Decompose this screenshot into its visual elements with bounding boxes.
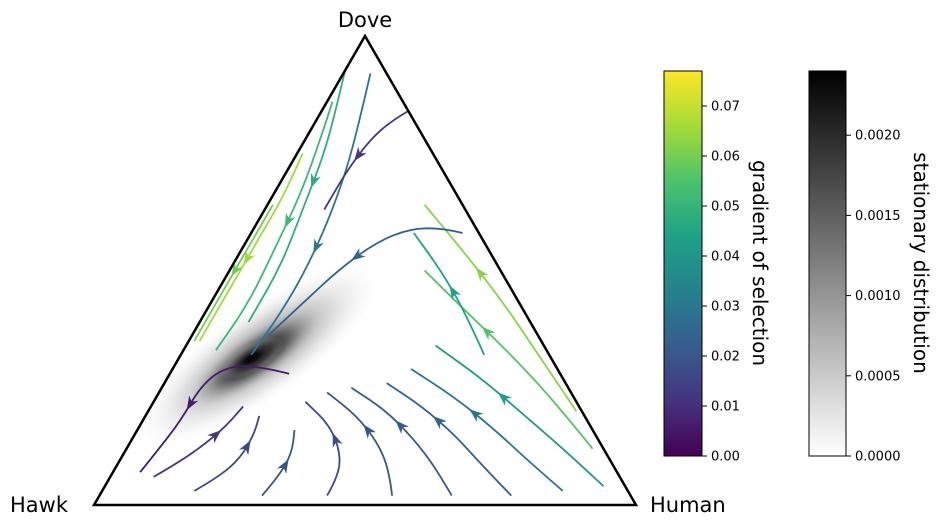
cb2ticks-label-1: 0.0005 <box>855 369 901 384</box>
streamline-9 <box>434 344 605 487</box>
streamline-5 <box>326 391 393 496</box>
cb2ticks-label-3: 0.0015 <box>855 209 901 224</box>
cb1ticks-label-2: 0.02 <box>711 350 740 365</box>
streamline-arrow-9 <box>497 392 512 406</box>
streamline-1 <box>153 405 244 478</box>
vertex-label-top: Dove <box>338 8 392 32</box>
streamline-arrow-4 <box>332 432 343 448</box>
cb1ticks-label-6: 0.06 <box>711 150 740 165</box>
streamline-14 <box>250 73 372 356</box>
cb1ticks-label-1: 0.01 <box>711 400 740 415</box>
streamline-arrow-18 <box>231 261 243 277</box>
streamline-19 <box>323 110 409 210</box>
cb2ticks-label-0: 0.0000 <box>855 450 901 465</box>
streamline-arrow-14 <box>313 238 324 254</box>
streamline-arrow-0 <box>186 395 199 411</box>
streamline-6 <box>350 387 453 497</box>
vertex-label-right: Human <box>650 493 726 517</box>
colorbar-gradient: 0.00 0.01 0.02 0.03 0.04 0.05 0.06 0.07 gradien… <box>663 70 772 465</box>
streamline-17 <box>198 152 304 342</box>
streamline-arrow-3 <box>277 459 289 474</box>
cb1ticks-label-4: 0.04 <box>711 250 740 265</box>
colorbar-gradient-label: gradient of selection <box>748 160 772 366</box>
vertex-label-left: Hawk <box>10 493 69 517</box>
colorbar-stationary-label: stationary distribution <box>909 152 933 373</box>
cb1ticks-label-7: 0.07 <box>711 100 740 115</box>
streamline-2 <box>193 415 261 492</box>
streamline-arrows <box>186 146 512 474</box>
cb2ticks-label-4: 0.0020 <box>855 129 901 144</box>
streamline-arrow-17 <box>243 250 256 265</box>
streamline-arrow-2 <box>239 440 251 456</box>
colorbar-gradient-bar <box>663 70 703 457</box>
streamline-arrow-15 <box>311 173 321 188</box>
streamline-3 <box>261 429 296 497</box>
streamline-11 <box>423 204 578 412</box>
colorbar-stationary: 0.0000 0.0005 0.0010 0.0015 0.0020 stationar… <box>808 70 933 465</box>
stationary-distribution-cloud <box>132 260 384 450</box>
streamline-arrow-12 <box>449 285 462 301</box>
colorbar-stationary-bar <box>808 70 847 457</box>
streamline-arrow-8 <box>469 409 484 422</box>
streamline-arrow-1 <box>207 430 222 444</box>
streamline-7 <box>386 382 512 497</box>
cb2ticks-label-2: 0.0010 <box>855 289 901 304</box>
cb1ticks-label-3: 0.03 <box>711 300 740 315</box>
streamline-arrow-5 <box>363 424 377 439</box>
streamline-13 <box>266 227 463 337</box>
cb1ticks-label-0: 0.00 <box>711 450 740 465</box>
colorbar-gradient-ticks: 0.00 0.01 0.02 0.03 0.04 0.05 0.06 0.07 <box>702 100 740 465</box>
streamline-arrow-7 <box>432 416 447 430</box>
streamline-0 <box>139 365 290 473</box>
streamline-arrow-6 <box>395 420 409 434</box>
cb1ticks-label-5: 0.05 <box>711 200 740 215</box>
streamline-arrow-16 <box>284 212 296 228</box>
colorbar-stationary-ticks: 0.0000 0.0005 0.0010 0.0015 0.0020 <box>846 129 901 465</box>
streamline-8 <box>410 368 564 492</box>
streamline-arrow-10 <box>481 326 496 341</box>
streamlines <box>139 54 605 497</box>
streamline-arrow-19 <box>354 146 367 162</box>
streamline-10 <box>423 269 594 450</box>
streamline-arrow-11 <box>475 267 489 282</box>
simplex-outline <box>91 33 639 507</box>
streamline-4 <box>304 401 341 497</box>
streamline-arrow-13 <box>351 248 366 261</box>
